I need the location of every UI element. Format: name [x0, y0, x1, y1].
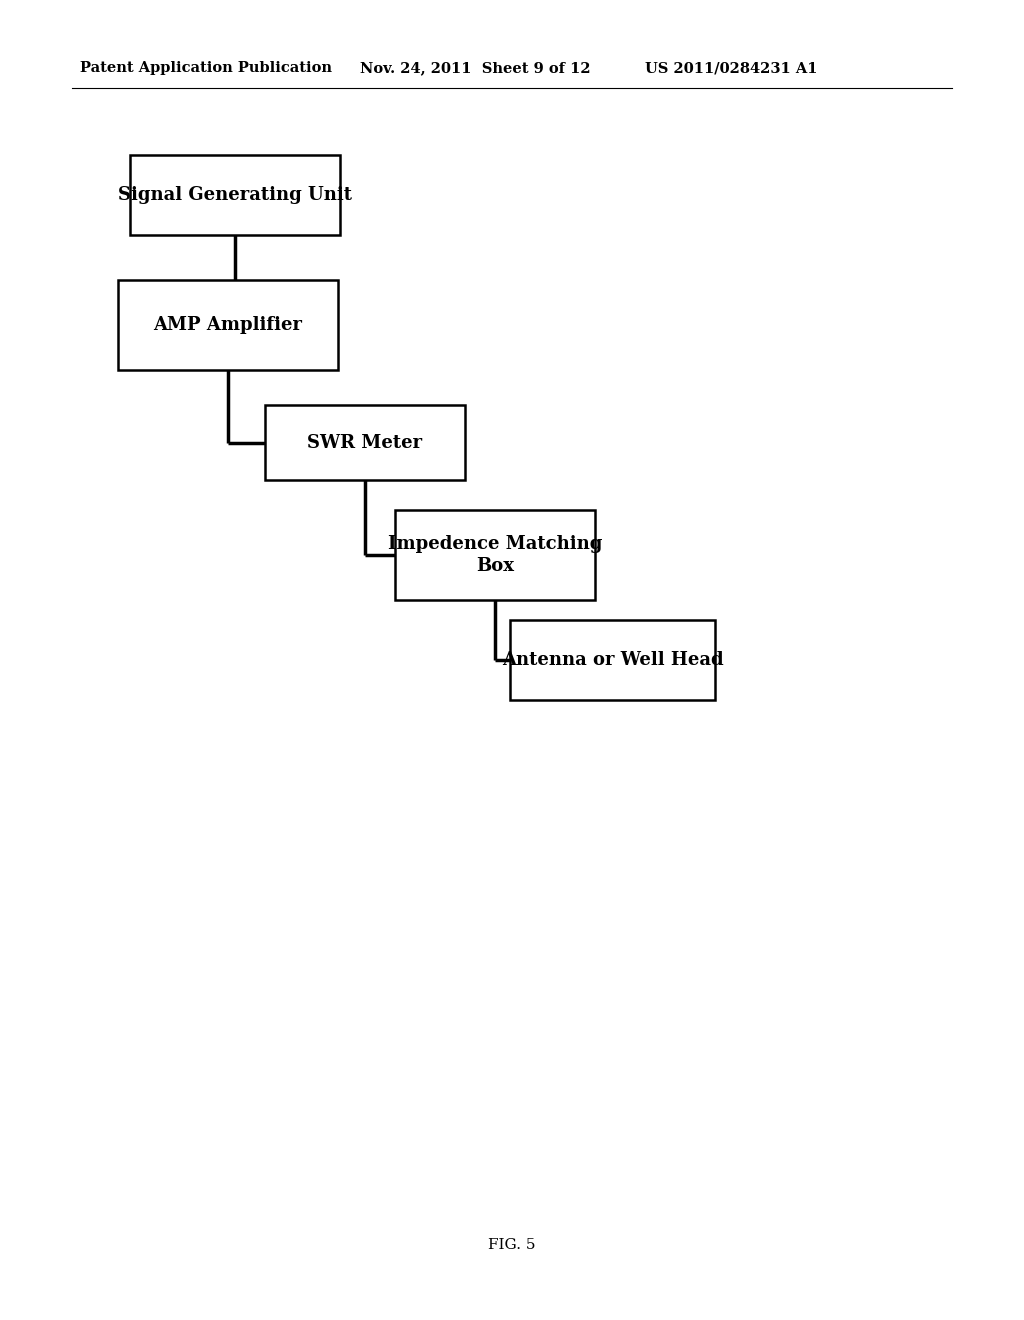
Text: FIG. 5: FIG. 5: [488, 1238, 536, 1251]
Bar: [265, 405, 465, 480]
Text: SWR Meter: SWR Meter: [307, 433, 423, 451]
Text: Nov. 24, 2011  Sheet 9 of 12: Nov. 24, 2011 Sheet 9 of 12: [360, 61, 591, 75]
Bar: [510, 620, 715, 700]
Text: US 2011/0284231 A1: US 2011/0284231 A1: [645, 61, 817, 75]
Text: Antenna or Well Head: Antenna or Well Head: [502, 651, 723, 669]
Text: Patent Application Publication: Patent Application Publication: [80, 61, 332, 75]
Text: Impedence Matching
Box: Impedence Matching Box: [388, 535, 602, 576]
Text: Signal Generating Unit: Signal Generating Unit: [118, 186, 352, 205]
Text: AMP Amplifier: AMP Amplifier: [154, 315, 302, 334]
Bar: [118, 280, 338, 370]
Bar: [395, 510, 595, 601]
Bar: [130, 154, 340, 235]
